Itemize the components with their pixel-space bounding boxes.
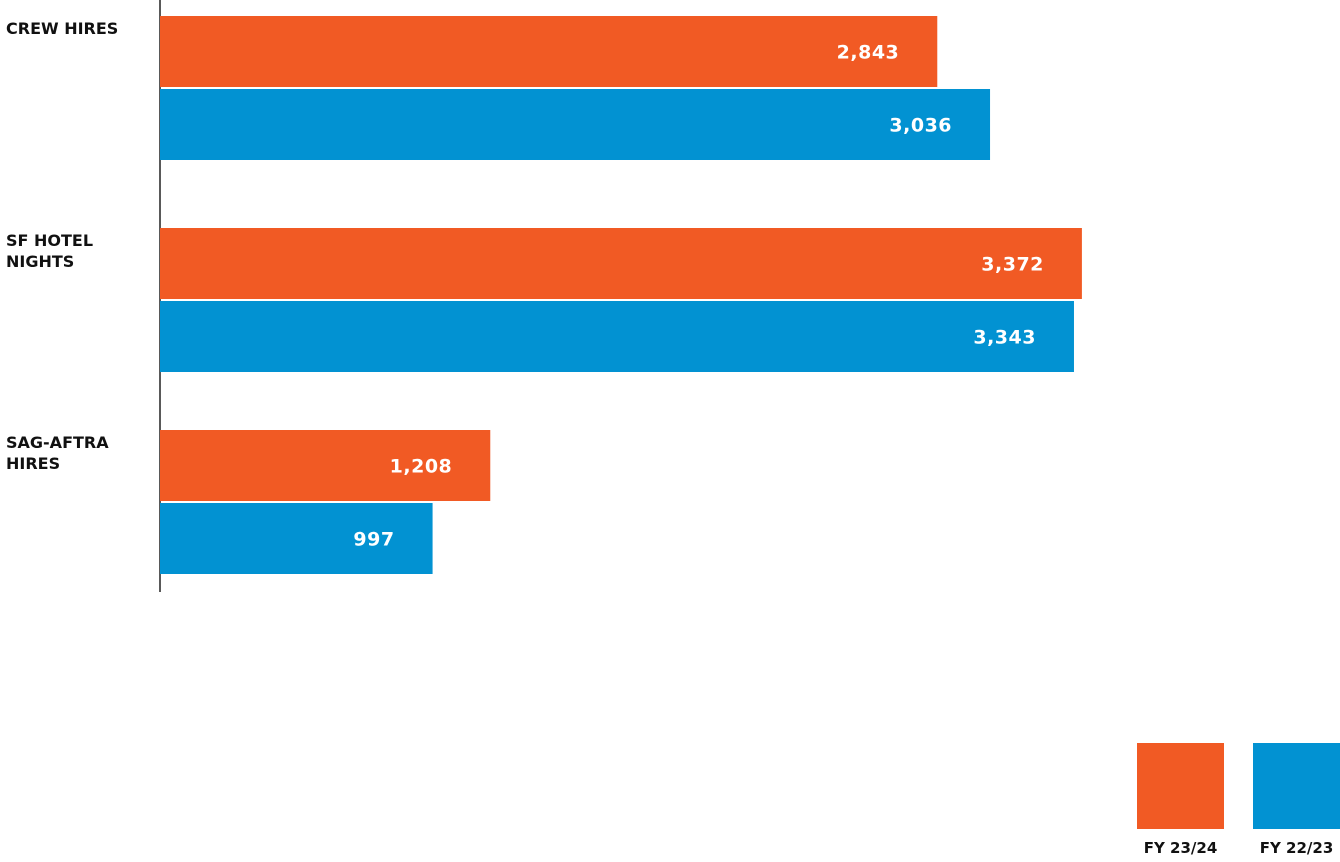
bar (160, 301, 1074, 372)
legend-label: FY 22/23 (1260, 839, 1334, 857)
data-label: 2,843 (837, 42, 900, 64)
legend-swatch (1253, 743, 1340, 829)
category-label: SAG-AFTRA HIRES (6, 433, 109, 473)
category-label-line: SF HOTEL (6, 231, 93, 250)
category-label-line: HIRES (6, 454, 60, 473)
data-label: 997 (353, 529, 394, 551)
category-labels: CREW HIRES SF HOTEL NIGHTS SAG-AFTRA HIRES (6, 19, 118, 473)
bar (160, 89, 991, 160)
data-label: 3,372 (981, 254, 1044, 276)
bar (160, 503, 433, 574)
legend: FY 23/24 FY 22/23 (1137, 743, 1340, 857)
data-label: 3,343 (973, 327, 1036, 349)
category-label: SF HOTEL NIGHTS (6, 231, 93, 271)
category-label-line: SAG-AFTRA (6, 433, 109, 452)
bar (160, 16, 938, 87)
data-label: 3,036 (889, 115, 952, 137)
bar (160, 228, 1082, 299)
category-label: CREW HIRES (6, 19, 118, 38)
bars-group: 2,843 3,036 3,372 3,343 1,208 997 (160, 16, 1082, 574)
category-label-line: CREW HIRES (6, 19, 118, 38)
legend-label: FY 23/24 (1144, 839, 1218, 857)
data-label: 1,208 (390, 456, 453, 478)
legend-swatch (1137, 743, 1224, 829)
category-label-line: NIGHTS (6, 252, 74, 271)
bar (160, 430, 491, 501)
